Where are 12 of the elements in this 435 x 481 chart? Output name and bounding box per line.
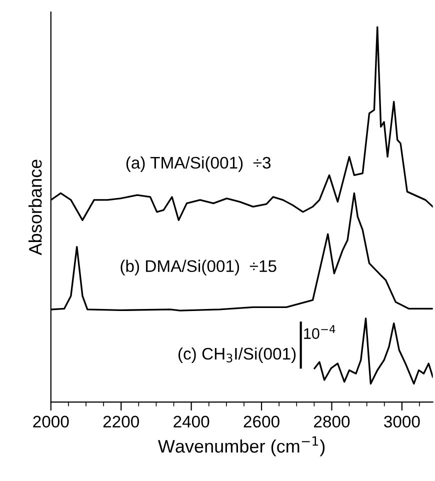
series-label: (c) CH$_{3}$I/Si(001) [178, 347, 296, 363]
x-tick-label: 3000 [384, 416, 420, 428]
x-tick-label: 2000 [33, 416, 69, 428]
series-label: (a) TMA/Si(001) ÷3 [126, 156, 271, 172]
x-tick-label: 2400 [174, 416, 210, 428]
x-axis-title: Wavenumber (cm$^{−1}$) [158, 436, 325, 456]
series-label: (b) DMA/Si(001) ÷15 [120, 260, 276, 276]
x-tick-label: 2600 [244, 416, 280, 428]
annotation: 10$^{−4}$ [304, 325, 336, 339]
y-axis-title: Absorbance [28, 160, 42, 256]
x-tick-label: 2200 [103, 416, 139, 428]
x-tick-label: 2800 [314, 416, 350, 428]
